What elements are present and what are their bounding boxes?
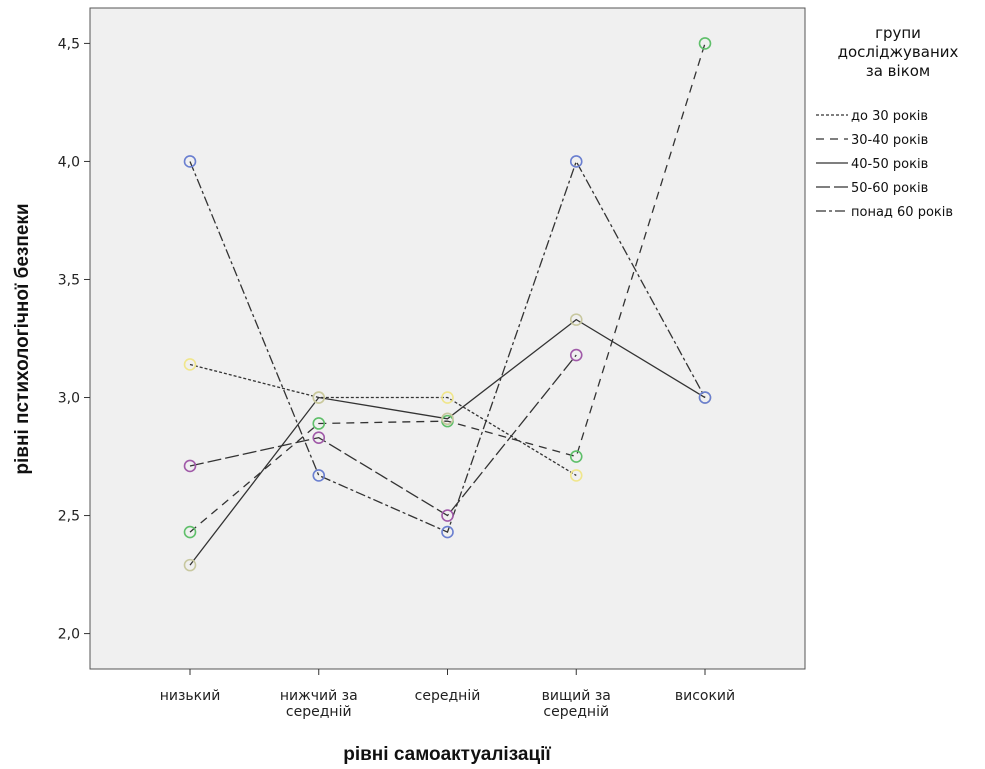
legend-label: 30-40 років	[851, 133, 928, 148]
series-line	[189, 318, 706, 566]
data-point	[698, 391, 712, 404]
data-point	[441, 509, 454, 522]
y-axis: 2,0 2,5 3,0 3,5 4,0 4,5	[58, 36, 90, 643]
data-point	[312, 469, 326, 482]
series-lines	[189, 43, 706, 566]
x-axis-title: рівні самоактуалізації	[343, 744, 551, 765]
data-point	[569, 348, 583, 362]
x-tick-label: вищий за середній	[542, 688, 611, 720]
legend-label: 50-60 років	[851, 181, 928, 196]
data-point	[183, 459, 197, 473]
series-line	[189, 354, 577, 517]
data-point	[569, 155, 583, 168]
y-tick-label: 4,5	[58, 36, 80, 52]
data-point	[183, 155, 197, 168]
x-tick-label: середній	[415, 688, 481, 704]
data-point	[312, 417, 326, 430]
data-point	[569, 313, 583, 326]
series-line	[189, 363, 577, 476]
series-markers	[183, 37, 712, 572]
x-tick-label: високий	[675, 688, 735, 704]
data-point	[312, 391, 326, 404]
data-point	[183, 558, 197, 572]
y-tick-label: 2,0	[58, 627, 80, 643]
y-tick-label: 4,0	[58, 154, 80, 170]
data-point	[312, 431, 326, 444]
y-axis-title: рівні пстихологічної безпеки	[12, 203, 33, 474]
data-point	[441, 525, 454, 539]
series-line	[189, 43, 706, 533]
data-point	[569, 469, 583, 482]
data-point	[441, 391, 454, 404]
plot-background	[89, 7, 806, 670]
x-tick-label: низький	[160, 688, 221, 704]
data-point	[569, 450, 583, 463]
data-point	[183, 358, 197, 371]
data-point	[441, 412, 454, 426]
legend-label: 40-50 років	[851, 157, 928, 172]
x-tick-label: нижчий за середній	[280, 688, 358, 720]
data-point	[183, 525, 197, 539]
y-tick-label: 3,5	[58, 272, 80, 288]
y-tick-label: 2,5	[58, 509, 80, 525]
x-axis: низький нижчий за середній середній вищий за…	[160, 669, 735, 720]
y-tick-label: 3,0	[58, 391, 80, 407]
legend-label: понад 60 років	[851, 205, 953, 220]
legend-label: до 30 років	[851, 109, 928, 124]
series-line	[189, 159, 706, 533]
legend: групи досліджуваних за віком до 30 років 30-…	[816, 24, 959, 220]
legend-title: групи досліджуваних за віком	[838, 24, 959, 80]
data-point	[698, 37, 712, 50]
